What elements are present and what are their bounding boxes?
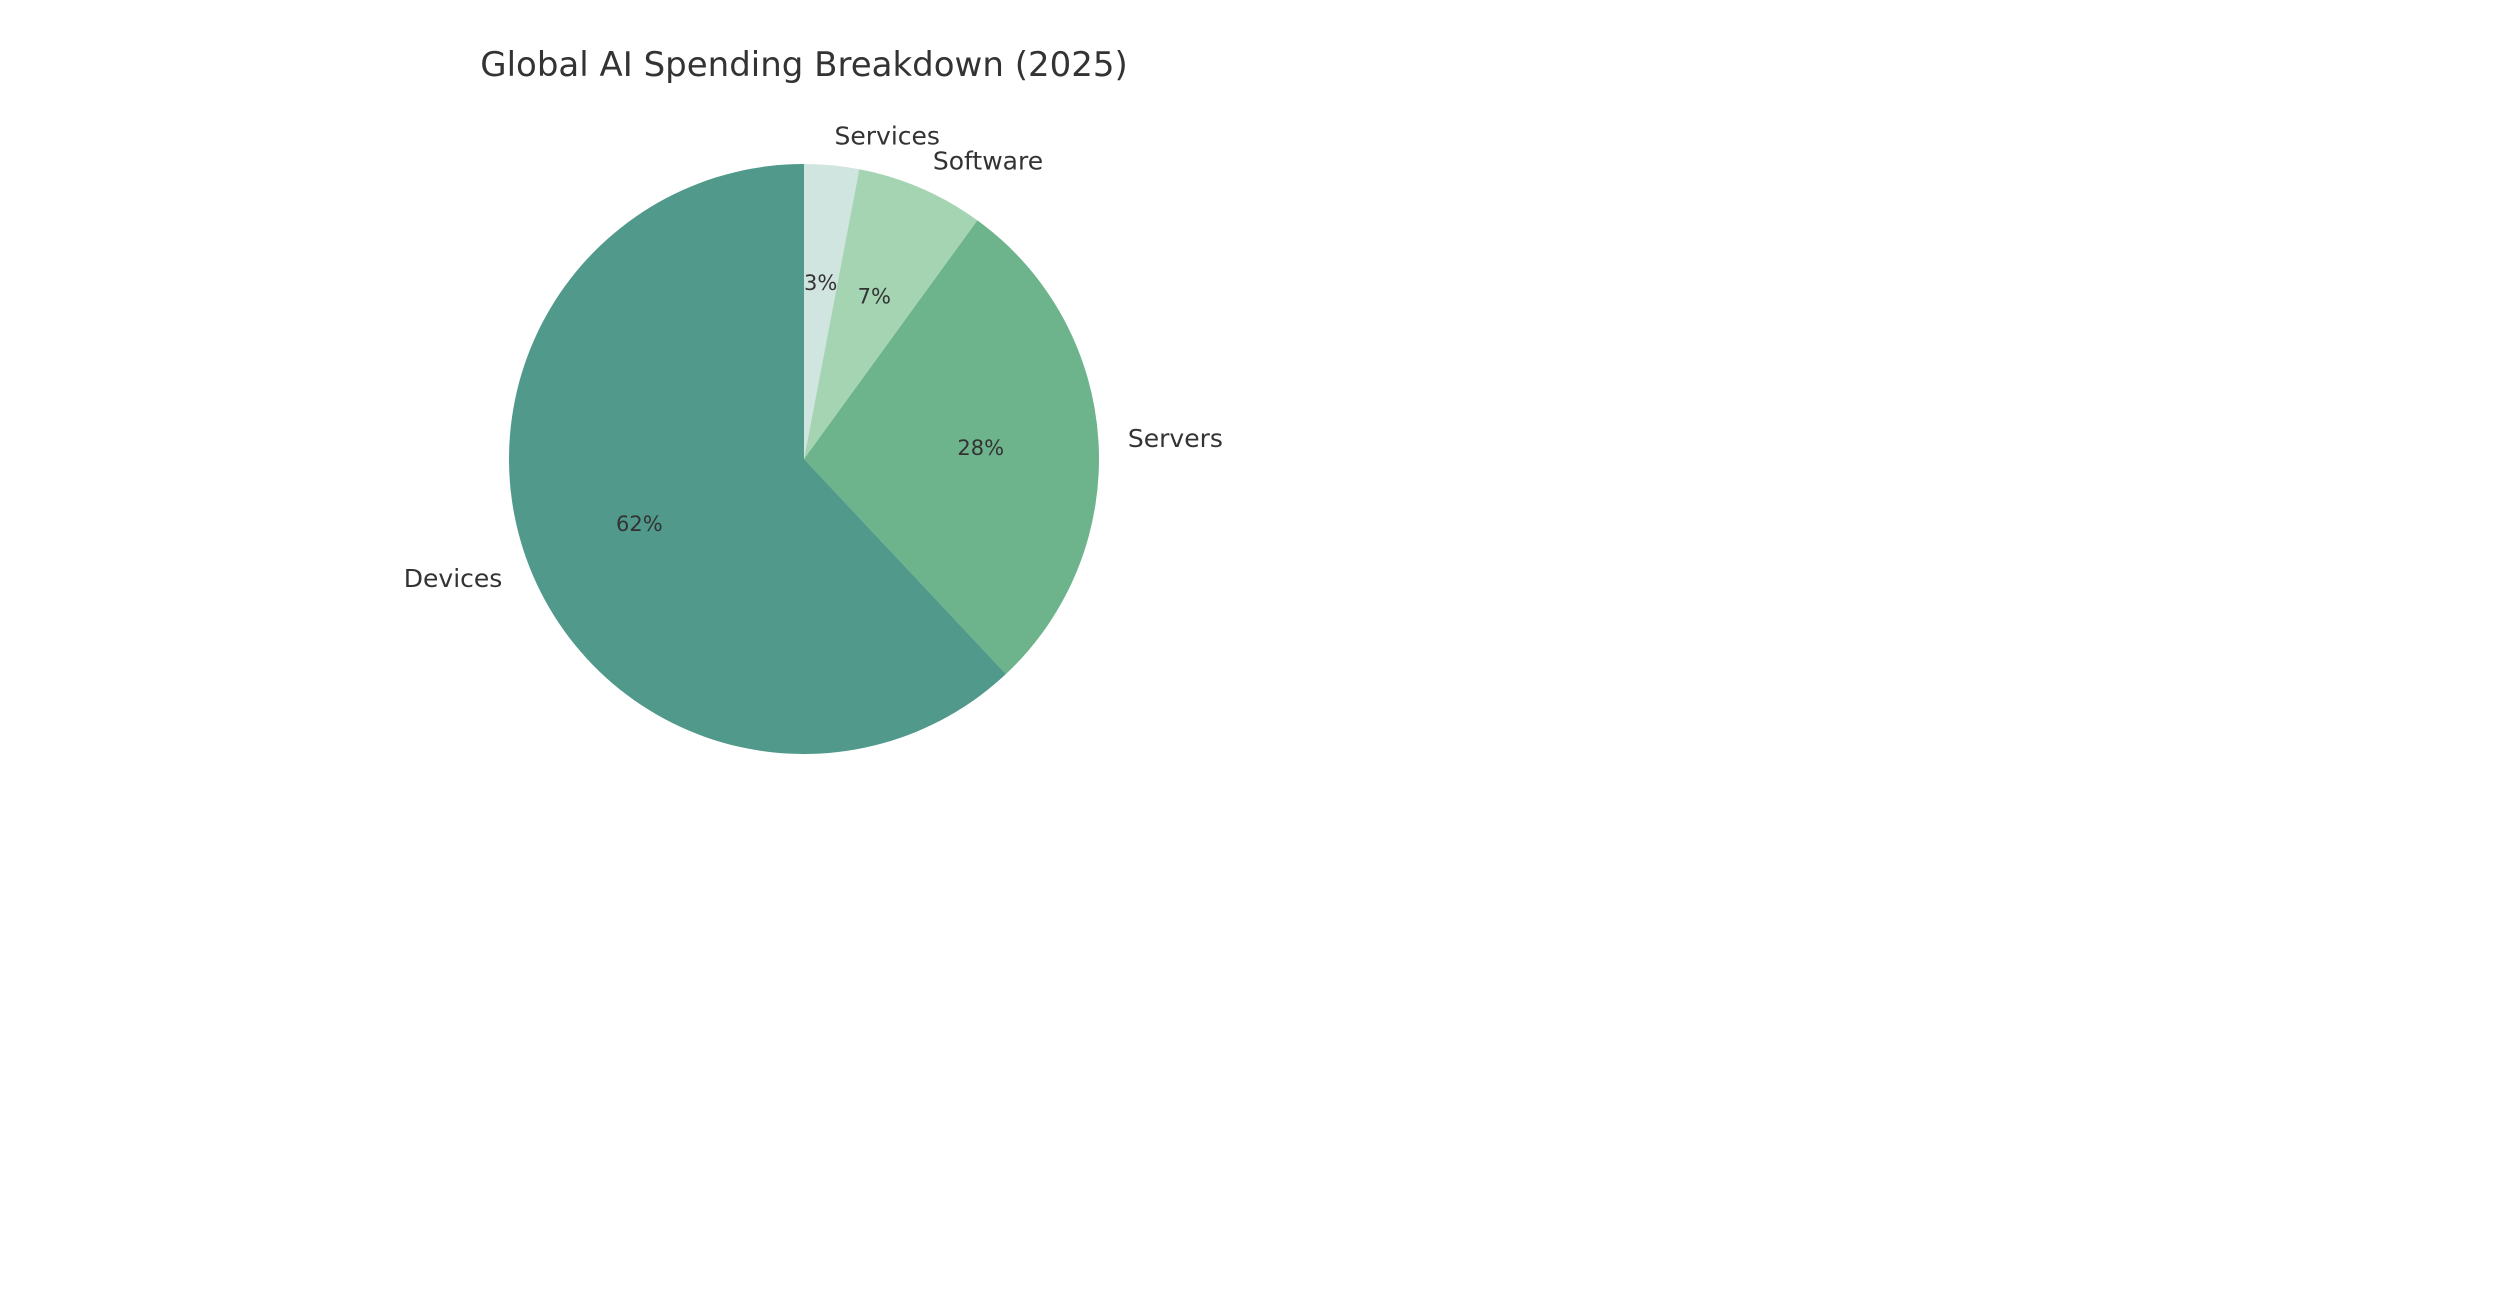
chart: Global AI Spending Breakdown (2025) 3% Se… xyxy=(0,0,1568,814)
pie-category-label-software: Software xyxy=(933,147,1043,176)
pie-pct-label-servers: 28% xyxy=(957,436,1004,460)
pie-category-label-devices: Devices xyxy=(404,564,503,593)
pie-slice-devices xyxy=(509,164,1006,755)
pie-pct-label-services: 3% xyxy=(804,271,837,295)
pie-pct-label-devices: 62% xyxy=(616,512,663,536)
pie-pct-label-software: 7% xyxy=(858,285,891,309)
pie-category-label-servers: Servers xyxy=(1128,424,1223,453)
pie-slice-services xyxy=(804,164,860,459)
pie-slice-servers xyxy=(804,220,1100,675)
pie-category-label-services: Services xyxy=(835,121,940,150)
pie-slices xyxy=(509,164,1100,755)
pie-chart: Global AI Spending Breakdown (2025) 3% Se… xyxy=(404,45,1223,755)
chart-title: Global AI Spending Breakdown (2025) xyxy=(480,45,1128,85)
pie-labels: 3% Services 7% Software 28% Servers 62% Devices xyxy=(404,121,1223,593)
pie-slice-software xyxy=(804,169,978,460)
